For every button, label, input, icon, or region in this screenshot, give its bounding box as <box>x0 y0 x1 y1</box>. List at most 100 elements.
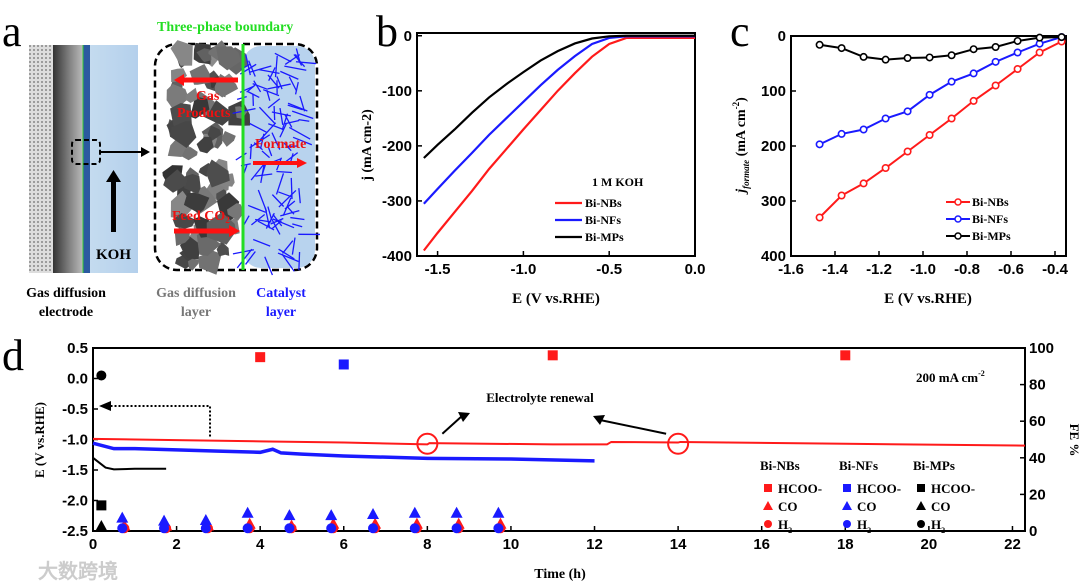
y-tick-label: -300 <box>382 193 412 210</box>
x-tick-label: 16 <box>753 536 770 553</box>
x-tick-label: -1.0 <box>510 261 536 278</box>
fiber <box>252 238 271 247</box>
particle <box>190 96 210 119</box>
renewal-arrow-head <box>593 415 605 425</box>
fe-marker-bi-nfs-h2 <box>242 523 253 534</box>
fe-marker-bi-nfs-co <box>325 509 338 521</box>
fiber <box>292 223 303 228</box>
fiber <box>251 213 266 226</box>
legend-label: H2 <box>778 517 792 535</box>
particle <box>183 192 210 214</box>
particle <box>166 84 189 111</box>
data-point-bi-mps <box>859 52 868 61</box>
plot-frame <box>92 347 1026 532</box>
series-line-bi-nbs <box>818 40 1063 219</box>
catalyst-layer-fibers <box>232 48 320 276</box>
formate-arrow-head <box>297 158 307 168</box>
fe-marker-bi-nfs-h2 <box>368 523 379 534</box>
formate-label: Formate <box>255 137 306 152</box>
fe-marker-bi-nfs-co <box>450 506 463 518</box>
fiber <box>273 106 276 121</box>
fe-marker-bi-nfs-h2 <box>284 523 295 534</box>
legend-column-header: Bi-NBs <box>760 458 800 473</box>
fiber <box>274 55 278 78</box>
zoom-arrow-head <box>141 147 150 157</box>
x-tick-label: 12 <box>586 536 603 553</box>
renewal-arrow <box>441 415 463 435</box>
fe-marker-bi-nfs-co <box>158 514 171 526</box>
fiber <box>288 76 298 92</box>
fe-marker-bi-nfs-hcoo <box>338 359 349 370</box>
legend-label: HCOO- <box>778 481 822 496</box>
panel-label-d: d <box>2 331 24 380</box>
fiber <box>264 256 274 276</box>
x-tick-label: -1.5 <box>425 261 451 278</box>
fiber <box>247 91 260 98</box>
fiber <box>248 60 256 77</box>
y-tick-label: -1.5 <box>62 462 88 479</box>
fe-marker-bi-nfs-h2 <box>159 523 170 534</box>
data-point-bi-nbs <box>859 179 868 188</box>
potential-line-bi-mps <box>92 457 167 471</box>
fiber <box>280 70 299 80</box>
data-point-bi-mps <box>991 42 1000 51</box>
gas-products-label-2: Products <box>177 106 231 121</box>
fiber <box>247 204 266 213</box>
fiber <box>293 54 306 68</box>
data-point-bi-nbs <box>837 191 846 200</box>
fiber <box>257 220 275 231</box>
y-tick-label: -1.0 <box>62 432 88 449</box>
legend-marker <box>917 520 925 528</box>
x-tick-label: 18 <box>837 536 854 553</box>
y-tick-label: 200 <box>761 138 786 155</box>
x-tick-label: -1.4 <box>822 261 849 278</box>
particle <box>196 136 214 154</box>
x-tick-label: -1.0 <box>910 261 936 278</box>
y-tick-label: 0 <box>404 28 412 45</box>
y2-axis-label: FE % <box>1067 424 1080 457</box>
y-tick-label: 100 <box>761 83 786 100</box>
gas-diffusion-electrode-mesh <box>29 45 53 273</box>
legend-label: HCOO- <box>931 481 975 496</box>
fiber <box>267 206 273 220</box>
y2-tick-label: 20 <box>1029 486 1046 503</box>
x-tick-label: -1.6 <box>778 261 804 278</box>
legend-label: CO <box>778 499 798 514</box>
fiber <box>258 68 280 75</box>
data-point-bi-nfs <box>991 57 1000 66</box>
y-tick-label: 0 <box>778 28 786 45</box>
x-tick-label: 14 <box>670 536 687 553</box>
legend-label: H2 <box>857 517 871 535</box>
data-point-bi-nbs <box>969 96 978 105</box>
legend-label: Bi-MPs <box>585 230 624 244</box>
particle <box>172 212 196 230</box>
data-point-bi-nbs <box>903 147 912 156</box>
particle <box>203 100 234 126</box>
fiber <box>235 152 247 161</box>
series-line-bi-nbs <box>422 36 695 252</box>
legend-marker <box>917 484 925 492</box>
y-tick-label: -400 <box>382 248 412 265</box>
potential-line-bi-nfs <box>92 441 595 463</box>
koh-flow-arrow <box>111 180 116 232</box>
fiber <box>276 76 283 90</box>
y-axis-label: E (V vs.RHE) <box>32 402 47 478</box>
fe-marker-bi-nbs-hcoo <box>547 350 558 361</box>
fiber <box>249 143 253 160</box>
fiber <box>261 150 271 159</box>
x-tick-label: -0.8 <box>954 261 980 278</box>
x-tick-label: 4 <box>256 536 265 553</box>
particle <box>206 159 230 188</box>
fiber <box>287 104 303 111</box>
x-axis-label: E (V vs.RHE) <box>512 291 600 307</box>
fe-marker-bi-nfs-co <box>199 514 212 526</box>
data-point-bi-mps <box>1057 33 1066 42</box>
legend-marker <box>764 484 772 492</box>
data-point-bi-nbs <box>881 164 890 173</box>
particle <box>170 121 197 148</box>
feed-co2-arrow-head <box>229 225 240 237</box>
panel-label-c: c <box>730 7 750 56</box>
current-density-annotation: 200 mA cm-2 <box>916 369 985 385</box>
data-point-bi-mps <box>837 44 846 53</box>
electrolyte-region <box>243 46 315 268</box>
